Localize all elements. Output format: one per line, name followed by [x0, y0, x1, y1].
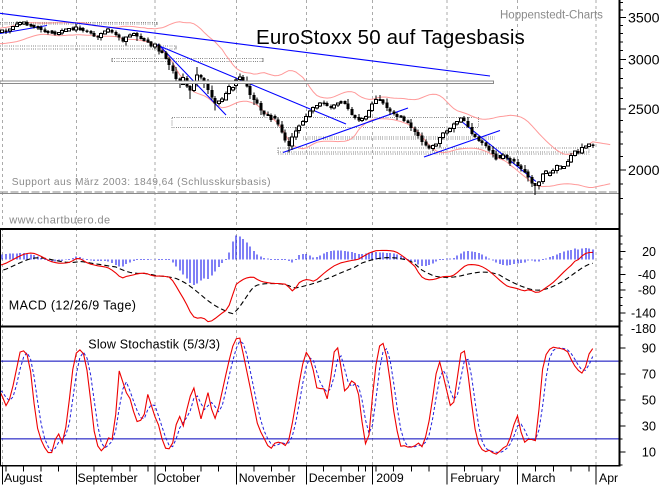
- svg-text:February: February: [450, 471, 500, 485]
- svg-text:Hoppenstedt-Charts: Hoppenstedt-Charts: [500, 9, 603, 21]
- svg-text:2500: 2500: [628, 102, 660, 118]
- svg-text:Support aus März 2003: 1849,64: Support aus März 2003: 1849,64 (Schlussk…: [12, 177, 271, 188]
- svg-text:EuroStoxx 50 auf Tagesbasis: EuroStoxx 50 auf Tagesbasis: [256, 26, 525, 49]
- svg-text:March: March: [521, 471, 555, 485]
- svg-text:-180: -180: [631, 322, 656, 336]
- svg-text:August: August: [4, 471, 43, 485]
- svg-text:3000: 3000: [628, 53, 660, 69]
- svg-text:October: October: [157, 471, 201, 485]
- svg-text:20: 20: [642, 245, 656, 259]
- svg-text:-80: -80: [638, 284, 656, 298]
- svg-text:December: December: [309, 471, 366, 485]
- svg-text:Apr: Apr: [599, 471, 618, 485]
- svg-text:2009: 2009: [376, 471, 404, 485]
- svg-text:30: 30: [642, 418, 656, 433]
- svg-text:-40: -40: [638, 268, 656, 282]
- svg-text:www.chartbuero.de: www.chartbuero.de: [8, 214, 110, 226]
- svg-text:90: 90: [642, 341, 656, 356]
- svg-text:10: 10: [642, 444, 656, 459]
- svg-text:3500: 3500: [628, 11, 660, 27]
- svg-text:2000: 2000: [628, 163, 660, 179]
- svg-text:September: September: [78, 471, 138, 485]
- svg-text:70: 70: [642, 367, 656, 382]
- svg-text:November: November: [239, 471, 296, 485]
- svg-text:Slow Stochastik (5/3/3): Slow Stochastik (5/3/3): [88, 337, 220, 351]
- svg-text:MACD (12/26/9 Tage): MACD (12/26/9 Tage): [9, 299, 137, 313]
- svg-text:-140: -140: [631, 307, 656, 321]
- svg-text:50: 50: [642, 393, 656, 408]
